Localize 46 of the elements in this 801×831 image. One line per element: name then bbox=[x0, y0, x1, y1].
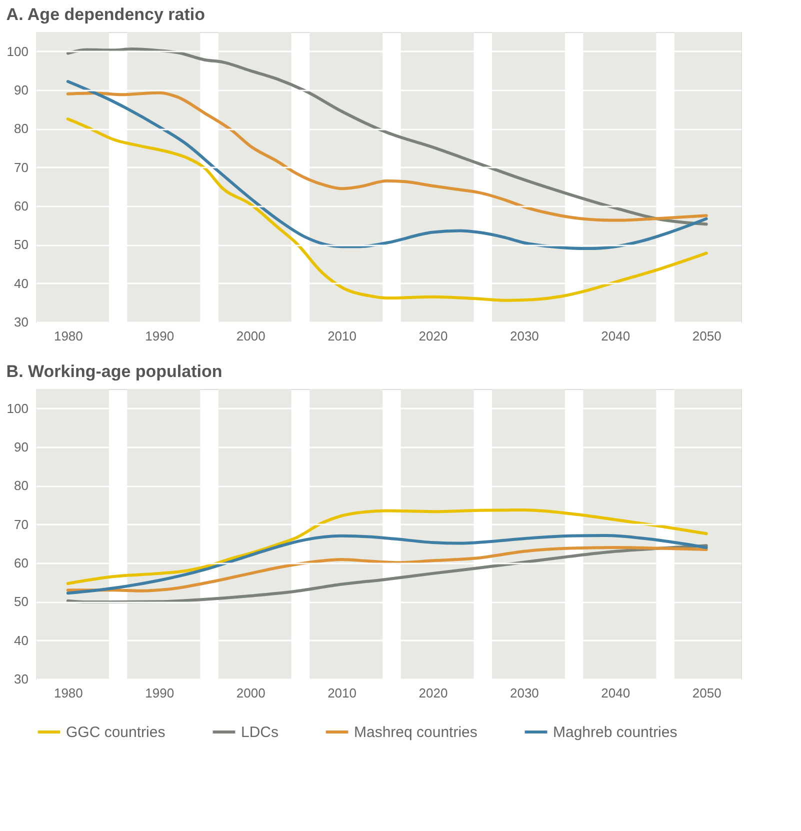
line-series bbox=[66, 48, 708, 226]
y-tick-label: 100 bbox=[6, 44, 28, 59]
line-series bbox=[66, 546, 708, 592]
y-tick-label: 50 bbox=[14, 237, 28, 252]
y-tick-label: 40 bbox=[14, 632, 28, 648]
x-tick-label: 1990 bbox=[145, 686, 174, 700]
x-tick-label: 2020 bbox=[418, 328, 448, 344]
y-tick-label: 70 bbox=[14, 516, 28, 532]
x-tick-label: 2050 bbox=[692, 686, 722, 700]
x-tick-label: 2000 bbox=[236, 328, 266, 344]
x-tick-label: 2010 bbox=[328, 328, 356, 344]
line-series bbox=[66, 534, 708, 595]
legend-label: Mashreq countries bbox=[354, 724, 478, 741]
y-tick-label: 50 bbox=[14, 594, 28, 610]
y-tick-label: 80 bbox=[14, 478, 28, 494]
legend-label: Maghreb countries bbox=[553, 724, 678, 741]
x-tick-label: 2040 bbox=[601, 686, 630, 700]
y-tick-label: 60 bbox=[14, 556, 28, 570]
line-series bbox=[66, 544, 708, 604]
x-tick-label: 2050 bbox=[692, 328, 722, 344]
line-series bbox=[66, 118, 708, 302]
y-tick-label: 40 bbox=[14, 276, 28, 291]
x-tick-label: 2040 bbox=[601, 328, 630, 344]
legend-label: LDCs bbox=[241, 724, 279, 741]
y-tick-label: 80 bbox=[14, 121, 28, 136]
x-tick-label: 1990 bbox=[145, 328, 174, 344]
y-tick-label: 90 bbox=[14, 440, 28, 454]
x-tick-label: 1980 bbox=[54, 686, 83, 700]
x-tick-label: 2030 bbox=[510, 328, 539, 344]
x-tick-label: 2010 bbox=[328, 686, 356, 700]
x-tick-label: 2020 bbox=[418, 686, 448, 700]
x-tick-label: 2000 bbox=[236, 686, 266, 700]
y-tick-label: 30 bbox=[14, 672, 28, 686]
line-series bbox=[66, 508, 708, 585]
x-tick-label: 1980 bbox=[54, 328, 83, 344]
y-tick-label: 100 bbox=[6, 400, 28, 416]
chart-title: A. Age dependency ratio bbox=[6, 5, 205, 24]
y-tick-label: 60 bbox=[14, 198, 28, 214]
x-tick-label: 2030 bbox=[510, 686, 539, 700]
legend-label: GGC countries bbox=[66, 724, 166, 741]
line-series bbox=[66, 91, 708, 222]
chart-title: B. Working-age population bbox=[6, 362, 222, 381]
line-series bbox=[66, 80, 708, 250]
y-tick-label: 70 bbox=[14, 160, 28, 175]
y-tick-label: 30 bbox=[14, 314, 28, 330]
y-tick-label: 90 bbox=[14, 82, 28, 98]
